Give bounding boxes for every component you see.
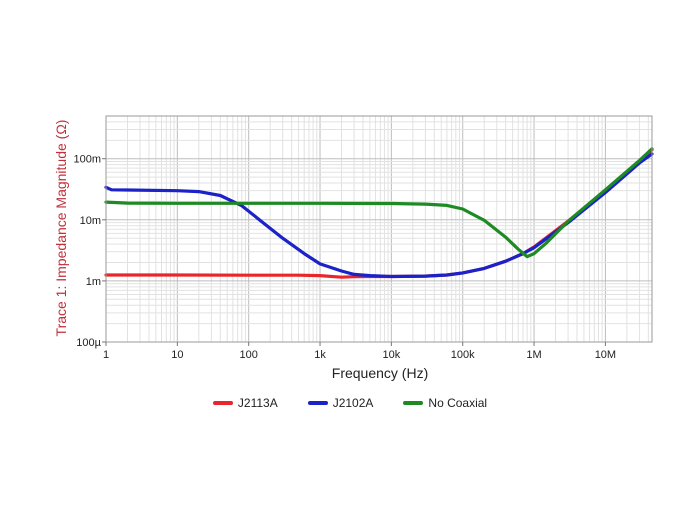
y-tick-label: 1m xyxy=(86,276,101,288)
x-tick-label: 100 xyxy=(240,349,258,361)
legend-item-j2113a[interactable]: J2113A xyxy=(212,396,278,410)
legend-label-j2102a: J2102A xyxy=(332,396,374,410)
grid xyxy=(105,115,652,343)
y-tick-label: 100m xyxy=(73,154,101,166)
legend: J2113A J2102A No Coaxial xyxy=(0,396,700,410)
x-tick-label: 10 xyxy=(171,349,183,361)
y-axis: 100µ 1m 10m 100m xyxy=(73,154,106,349)
y-tick-label: 100µ xyxy=(76,337,101,349)
x-axis: 1 10 100 1k 10k 100k 1M 10M xyxy=(103,342,616,361)
series-layer xyxy=(104,147,654,279)
legend-label-no-coaxial: No Coaxial xyxy=(428,396,488,410)
legend-swatch-no-coaxial xyxy=(403,401,424,405)
x-tick-label: 10M xyxy=(595,349,616,361)
legend-swatch-j2113a xyxy=(212,401,233,405)
legend-item-j2102a[interactable]: J2102A xyxy=(307,396,374,410)
plot-frame xyxy=(105,115,653,343)
x-tick-label: 1 xyxy=(103,349,109,361)
y-axis-label: Trace 1: Impedance Magnitude (Ω) xyxy=(53,120,69,337)
legend-label-j2113a: J2113A xyxy=(237,396,278,410)
x-axis-label: Frequency (Hz) xyxy=(332,365,428,381)
legend-swatch-j2102a xyxy=(307,401,328,405)
x-tick-label: 10k xyxy=(382,349,400,361)
series-line-no-coaxial xyxy=(104,147,654,259)
x-tick-label: 1k xyxy=(314,349,326,361)
legend-item-no-coaxial[interactable]: No Coaxial xyxy=(403,396,487,410)
x-tick-label: 1M xyxy=(526,349,541,361)
y-tick-label: 10m xyxy=(80,215,101,227)
x-tick-label: 100k xyxy=(451,349,475,361)
series-line-j2102a xyxy=(104,152,654,279)
